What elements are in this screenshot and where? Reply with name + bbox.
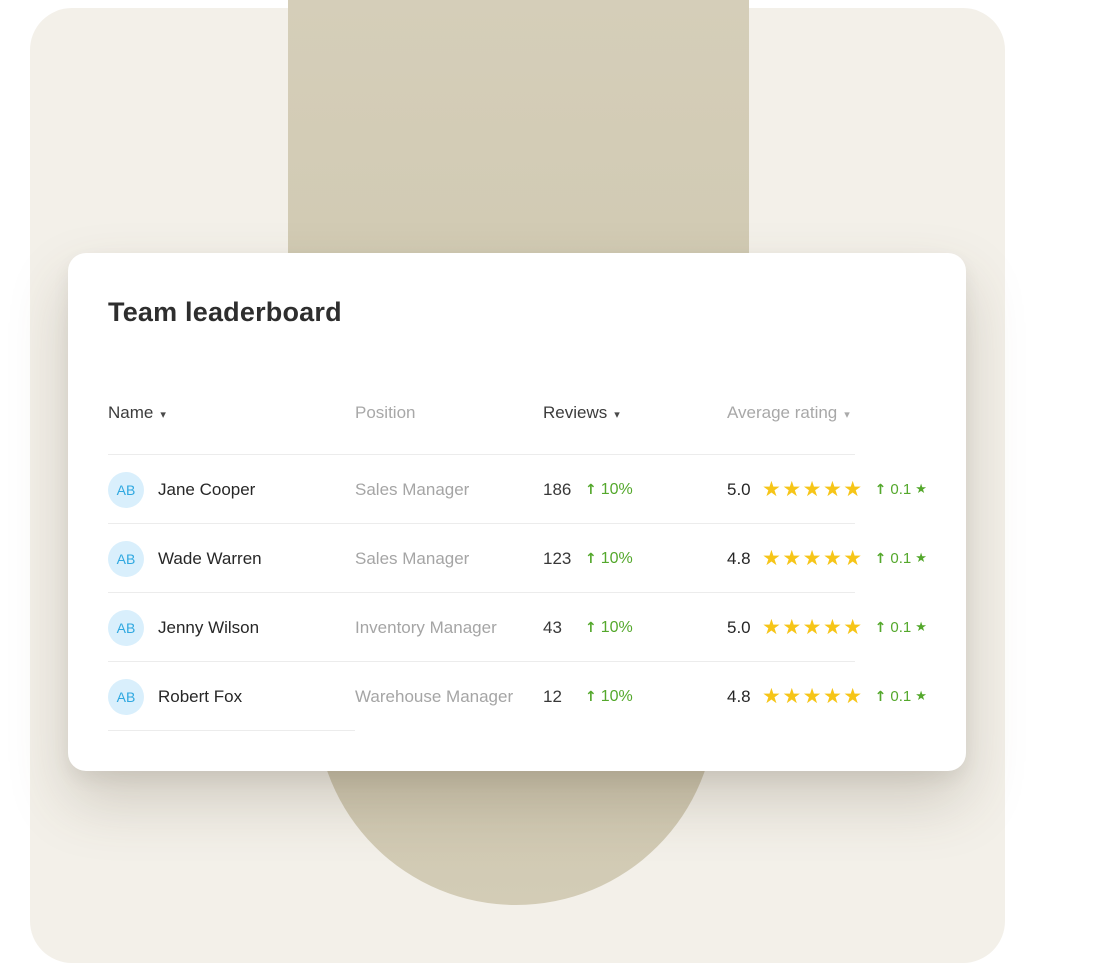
star-rating-icons: ★★★★★ (762, 615, 864, 639)
star-rating-icons: ★★★★★ (762, 684, 864, 708)
member-position: Warehouse Manager (355, 686, 514, 706)
member-position: Sales Manager (355, 548, 470, 568)
reviews-cell: 186 ↑ 10% (543, 480, 727, 500)
rating-value: 4.8 (727, 548, 751, 568)
name-cell: AB Jenny Wilson (108, 609, 355, 646)
member-position: Sales Manager (355, 479, 470, 499)
column-header-name-label: Name (108, 403, 154, 422)
sort-arrow-icon: ▾ (844, 407, 850, 421)
reviews-change-badge: ↑ 10% (585, 688, 633, 706)
reviews-count: 186 (543, 479, 572, 499)
reviews-cell: 123 ↑ 10% (543, 549, 727, 569)
reviews-cell: 43 ↑ 10% (543, 618, 727, 638)
rating-change-badge: ↑ 0.1 ★ (875, 481, 927, 498)
up-arrow-icon: ↑ (585, 481, 597, 498)
star-rating-icons: ★★★★★ (762, 546, 864, 570)
member-position: Inventory Manager (355, 617, 497, 637)
star-icon: ★ (915, 689, 927, 704)
reviews-count: 12 (543, 686, 562, 706)
name-cell: AB Jane Cooper (108, 471, 355, 508)
table-row: AB Jenny Wilson Inventory Manager 43 ↑ 10… (108, 593, 938, 662)
member-name: Jenny Wilson (158, 617, 260, 637)
sort-arrow-icon: ▾ (614, 407, 620, 421)
sort-arrow-icon: ▾ (160, 407, 166, 421)
rating-change-value: 0.1 (890, 550, 912, 567)
rating-cell: 5.0 ★★★★★ ↑ 0.1 ★ (727, 617, 938, 638)
background-panel: Team leaderboard Name ▾ Position Reviews… (30, 0, 1005, 963)
star-icon: ★ (915, 551, 927, 566)
column-header-rating-label: Average rating (727, 403, 838, 422)
rating-cell: 4.8 ★★★★★ ↑ 0.1 ★ (727, 548, 938, 569)
avatar: AB (108, 609, 144, 646)
up-arrow-icon: ↑ (585, 688, 597, 705)
table-row: AB Wade Warren Sales Manager 123 ↑ 10% 4.… (108, 524, 938, 593)
rating-change-value: 0.1 (890, 619, 912, 636)
up-arrow-icon: ↑ (585, 619, 597, 636)
leaderboard-table: Name ▾ Position Reviews ▾ Average rating… (108, 393, 938, 731)
up-arrow-icon: ↑ (874, 619, 887, 636)
reviews-change-value: 10% (600, 687, 633, 705)
rating-change-badge: ↑ 0.1 ★ (875, 550, 927, 567)
column-header-position: Position (355, 403, 543, 423)
name-cell: AB Wade Warren (108, 540, 355, 577)
column-header-position-label: Position (355, 403, 416, 422)
column-header-rating[interactable]: Average rating ▾ (727, 403, 938, 423)
reviews-count: 43 (543, 617, 562, 637)
table-row: AB Jane Cooper Sales Manager 186 ↑ 10% 5.… (108, 455, 938, 524)
up-arrow-icon: ↑ (585, 550, 597, 567)
member-name: Robert Fox (158, 686, 243, 706)
reviews-change-badge: ↑ 10% (585, 550, 633, 568)
rating-value: 4.8 (727, 686, 751, 706)
reviews-change-badge: ↑ 10% (585, 481, 633, 499)
reviews-change-value: 10% (600, 480, 633, 498)
card-title: Team leaderboard (108, 297, 342, 327)
rating-cell: 5.0 ★★★★★ ↑ 0.1 ★ (727, 479, 938, 500)
column-header-reviews[interactable]: Reviews ▾ (543, 403, 727, 423)
rating-cell: 4.8 ★★★★★ ↑ 0.1 ★ (727, 686, 938, 707)
up-arrow-icon: ↑ (874, 550, 887, 567)
rating-change-value: 0.1 (890, 688, 912, 705)
reviews-change-badge: ↑ 10% (585, 619, 633, 637)
up-arrow-icon: ↑ (874, 481, 887, 498)
table-row: AB Robert Fox Warehouse Manager 12 ↑ 10% … (108, 662, 938, 731)
member-name: Wade Warren (158, 548, 262, 568)
reviews-count: 123 (543, 548, 572, 568)
rating-change-value: 0.1 (890, 481, 912, 498)
column-header-reviews-label: Reviews (543, 403, 608, 422)
up-arrow-icon: ↑ (874, 688, 887, 705)
reviews-cell: 12 ↑ 10% (543, 687, 727, 707)
reviews-change-value: 10% (600, 549, 633, 567)
avatar: AB (108, 471, 144, 508)
table-header-row: Name ▾ Position Reviews ▾ Average rating… (108, 393, 938, 455)
star-icon: ★ (915, 482, 927, 497)
name-cell: AB Robert Fox (108, 678, 355, 715)
avatar: AB (108, 540, 144, 577)
star-rating-icons: ★★★★★ (762, 477, 864, 501)
rating-change-badge: ↑ 0.1 ★ (875, 688, 927, 705)
reviews-change-value: 10% (600, 618, 633, 636)
member-name: Jane Cooper (158, 479, 256, 499)
column-header-name[interactable]: Name ▾ (108, 403, 355, 423)
rating-value: 5.0 (727, 479, 751, 499)
leaderboard-card: Team leaderboard Name ▾ Position Reviews… (68, 253, 966, 771)
star-icon: ★ (915, 620, 927, 635)
avatar: AB (108, 678, 144, 715)
rating-value: 5.0 (727, 617, 751, 637)
rating-change-badge: ↑ 0.1 ★ (875, 619, 927, 636)
